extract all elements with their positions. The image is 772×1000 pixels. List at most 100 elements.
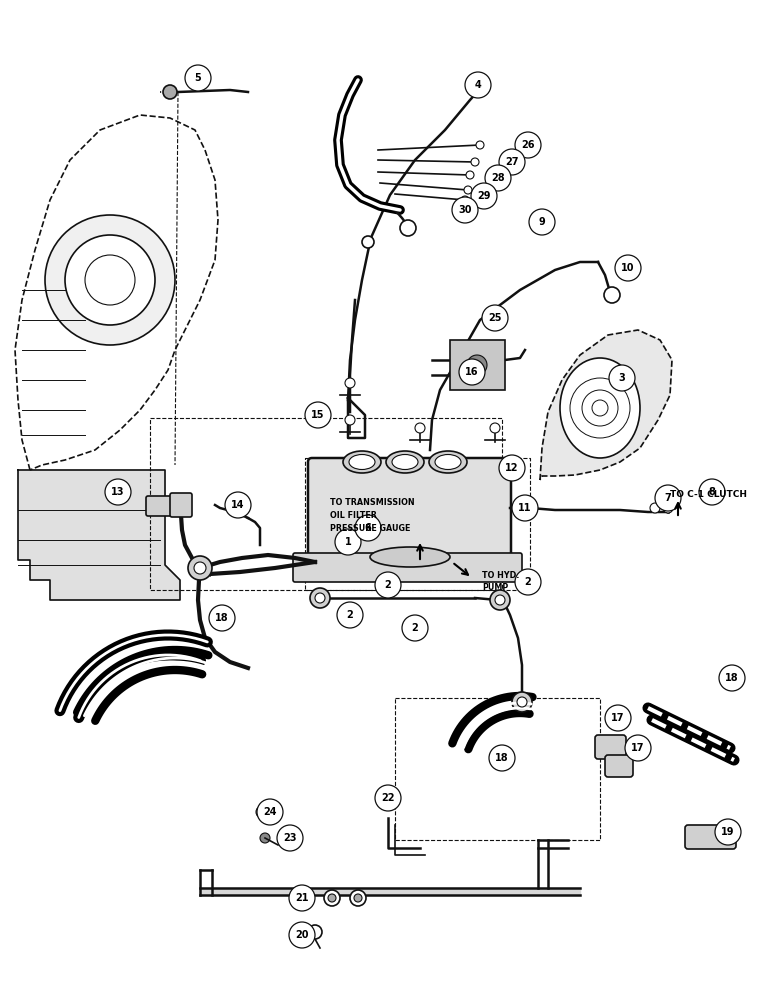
- Text: 8: 8: [709, 487, 716, 497]
- Circle shape: [315, 593, 325, 603]
- Circle shape: [650, 503, 660, 513]
- Circle shape: [489, 745, 515, 771]
- Circle shape: [517, 697, 527, 707]
- Circle shape: [328, 894, 336, 902]
- Circle shape: [400, 220, 416, 236]
- Text: 11: 11: [518, 503, 532, 513]
- Circle shape: [305, 402, 331, 428]
- Text: 29: 29: [477, 191, 491, 201]
- FancyBboxPatch shape: [293, 553, 522, 582]
- Circle shape: [188, 556, 212, 580]
- Circle shape: [499, 455, 525, 481]
- Circle shape: [515, 569, 541, 595]
- FancyBboxPatch shape: [146, 496, 172, 516]
- Circle shape: [324, 890, 340, 906]
- Text: 2: 2: [525, 577, 531, 587]
- Circle shape: [277, 825, 303, 851]
- Circle shape: [402, 615, 428, 641]
- Circle shape: [464, 186, 472, 194]
- Circle shape: [512, 495, 538, 521]
- Circle shape: [719, 665, 745, 691]
- Circle shape: [465, 72, 491, 98]
- Circle shape: [699, 479, 725, 505]
- Circle shape: [592, 400, 608, 416]
- Text: 13: 13: [111, 487, 125, 497]
- FancyBboxPatch shape: [170, 493, 192, 517]
- Text: TO HYD.: TO HYD.: [482, 571, 520, 580]
- Text: OIL FILTER: OIL FILTER: [330, 511, 377, 520]
- Circle shape: [476, 141, 484, 149]
- Text: 14: 14: [232, 500, 245, 510]
- Circle shape: [512, 692, 532, 712]
- Text: TO TRANSMISSION: TO TRANSMISSION: [330, 498, 415, 507]
- Circle shape: [375, 785, 401, 811]
- Circle shape: [605, 705, 631, 731]
- Circle shape: [625, 735, 651, 761]
- Circle shape: [471, 183, 497, 209]
- Circle shape: [355, 515, 381, 541]
- Text: 10: 10: [621, 263, 635, 273]
- Text: 1: 1: [344, 537, 351, 547]
- FancyBboxPatch shape: [450, 340, 505, 390]
- Text: 16: 16: [466, 367, 479, 377]
- Ellipse shape: [343, 451, 381, 473]
- Circle shape: [209, 605, 235, 631]
- Text: 18: 18: [725, 673, 739, 683]
- Text: 12: 12: [505, 463, 519, 473]
- Circle shape: [604, 287, 620, 303]
- Circle shape: [459, 359, 485, 385]
- Text: 17: 17: [611, 713, 625, 723]
- FancyBboxPatch shape: [308, 458, 511, 561]
- Text: 2: 2: [384, 580, 391, 590]
- Circle shape: [185, 65, 211, 91]
- Circle shape: [482, 305, 508, 331]
- Circle shape: [163, 85, 177, 99]
- Text: 4: 4: [475, 80, 482, 90]
- Circle shape: [85, 255, 135, 305]
- Circle shape: [105, 479, 131, 505]
- Ellipse shape: [560, 358, 640, 458]
- Text: 2: 2: [347, 610, 354, 620]
- Text: TO C-1 CLUTCH: TO C-1 CLUTCH: [670, 490, 747, 499]
- Circle shape: [194, 562, 206, 574]
- Circle shape: [310, 588, 330, 608]
- Circle shape: [570, 378, 630, 438]
- Text: PRESSURE GAUGE: PRESSURE GAUGE: [330, 524, 411, 533]
- Circle shape: [515, 132, 541, 158]
- Circle shape: [663, 503, 673, 513]
- Ellipse shape: [429, 451, 467, 473]
- Circle shape: [461, 196, 469, 204]
- Text: 20: 20: [295, 930, 309, 940]
- Text: 30: 30: [459, 205, 472, 215]
- Text: 25: 25: [488, 313, 502, 323]
- Text: 23: 23: [283, 833, 296, 843]
- Text: 19: 19: [721, 827, 735, 837]
- Circle shape: [495, 595, 505, 605]
- FancyBboxPatch shape: [685, 825, 736, 849]
- Circle shape: [615, 255, 641, 281]
- FancyBboxPatch shape: [605, 755, 633, 777]
- Text: 15: 15: [311, 410, 325, 420]
- Text: 26: 26: [521, 140, 535, 150]
- Text: 18: 18: [495, 753, 509, 763]
- Text: 17: 17: [631, 743, 645, 753]
- Circle shape: [45, 215, 175, 345]
- Circle shape: [354, 894, 362, 902]
- Text: 27: 27: [505, 157, 519, 167]
- Circle shape: [471, 158, 479, 166]
- Ellipse shape: [386, 451, 424, 473]
- Text: PUMP: PUMP: [482, 583, 508, 592]
- Ellipse shape: [370, 547, 450, 567]
- Text: 21: 21: [295, 893, 309, 903]
- Circle shape: [350, 890, 366, 906]
- Ellipse shape: [435, 454, 461, 470]
- FancyBboxPatch shape: [595, 735, 626, 759]
- Polygon shape: [540, 330, 672, 480]
- Circle shape: [655, 485, 681, 511]
- Text: 9: 9: [539, 217, 545, 227]
- Ellipse shape: [349, 454, 375, 470]
- Circle shape: [529, 209, 555, 235]
- Circle shape: [490, 590, 510, 610]
- Circle shape: [256, 806, 268, 818]
- Ellipse shape: [392, 454, 418, 470]
